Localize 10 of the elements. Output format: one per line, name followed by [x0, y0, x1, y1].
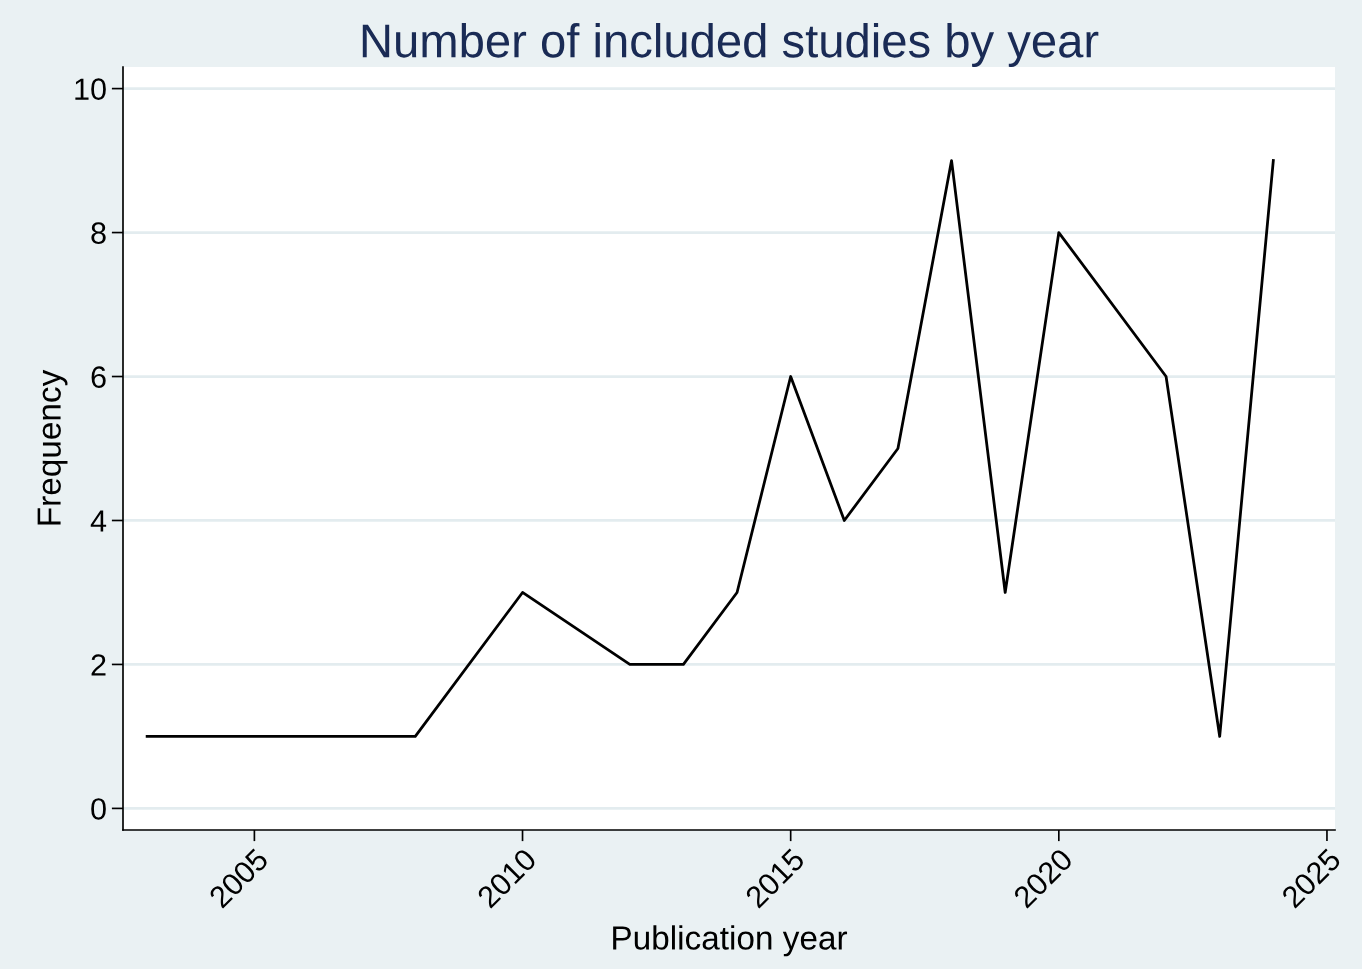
y-tick-label: 6: [91, 366, 106, 388]
y-axis-title: Frequency: [37, 369, 68, 525]
y-tick-label: 4: [90, 510, 107, 532]
chart-title: Number of included studies by year: [362, 22, 1099, 67]
y-tick-label: 8: [91, 222, 106, 244]
y-tick-label: 0: [91, 798, 106, 820]
y-tick-label: 10: [75, 78, 106, 100]
line-series: [145, 159, 1275, 738]
x-axis-title: Publication year: [613, 925, 848, 957]
y-tick-label: 2: [91, 654, 106, 676]
